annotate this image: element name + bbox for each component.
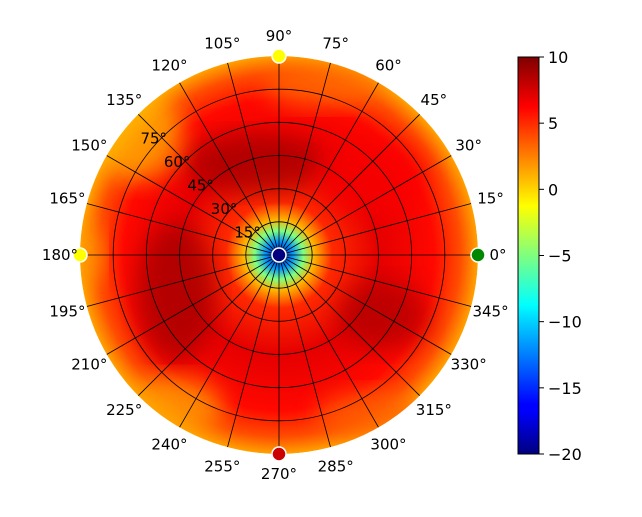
angular-tick-label: 315°	[416, 401, 452, 419]
data-marker	[271, 446, 287, 462]
angular-tick-label: 135°	[106, 91, 142, 109]
angular-tick-label: 90°	[266, 27, 293, 45]
angular-tick-label: 255°	[204, 458, 240, 476]
angular-grid-line	[278, 254, 379, 428]
angular-grid-line	[179, 254, 280, 428]
colorbar-tick-label: −20	[548, 445, 582, 464]
radial-tick-label: 15°	[234, 224, 261, 242]
angular-tick-label: 345°	[472, 303, 508, 321]
angular-grid-line	[278, 254, 452, 355]
angular-tick-label: 240°	[151, 436, 187, 454]
angular-tick-label: 195°	[49, 303, 85, 321]
colorbar-ticks: 10 5 0 −5 −10 −15 −20	[539, 48, 582, 464]
angular-tick-label: 180°	[42, 246, 78, 264]
angular-tick-label: 330°	[451, 356, 487, 374]
angular-grid-line	[278, 82, 379, 256]
data-marker	[271, 247, 287, 263]
angular-grid-line	[138, 114, 280, 256]
colorbar-tick-label: 0	[548, 180, 558, 199]
colorbar-tick-label: 10	[548, 48, 568, 67]
radial-tick-labels: 15° 30° 45° 60° 75°	[140, 130, 260, 242]
radial-tick-label: 30°	[211, 200, 238, 218]
angular-grid-line	[86, 254, 280, 307]
angular-tick-label: 210°	[71, 356, 107, 374]
angular-grid-line	[106, 254, 280, 355]
angular-grid-line	[227, 62, 280, 256]
angular-grid-line	[278, 114, 420, 256]
colorbar-gradient	[517, 56, 540, 455]
angular-tick-label: 45°	[421, 91, 448, 109]
angular-tick-label: 285°	[318, 458, 354, 476]
colorbar-tick-label: −10	[548, 313, 582, 332]
data-marker	[470, 247, 486, 263]
colorbar-tick-label: −15	[548, 379, 582, 398]
angular-grid-line	[138, 254, 280, 396]
angular-grid-line	[278, 254, 472, 307]
radial-tick-label: 45°	[187, 177, 214, 195]
angular-tick-label: 30°	[455, 137, 482, 155]
angular-grid-line	[86, 203, 280, 256]
colorbar-tick-label: −5	[548, 247, 572, 266]
angular-tick-label: 225°	[106, 401, 142, 419]
heatmap-patch	[135, 222, 216, 363]
colorbar: 10 5 0 −5 −10 −15 −20	[517, 48, 582, 464]
data-marker	[72, 247, 88, 263]
angular-grid-line	[227, 254, 280, 448]
angular-grid-line	[278, 62, 331, 256]
angular-tick-labels: 0° 15° 30° 45° 60° 75° 90° 105° 120° 135° 150° 165°…	[42, 27, 509, 483]
colorbar-tick-label: 5	[548, 114, 558, 133]
angular-grid-line	[278, 203, 472, 256]
angular-grid-line	[278, 155, 452, 256]
heatmap-patch	[315, 137, 426, 218]
angular-tick-label: 60°	[375, 56, 402, 74]
angular-grid-line	[179, 82, 280, 256]
polar-grid	[80, 56, 478, 454]
radial-tick-label: 75°	[140, 130, 167, 148]
angular-tick-label: 105°	[204, 34, 240, 52]
boundary-markers	[72, 48, 486, 462]
data-marker	[271, 48, 287, 64]
angular-tick-label: 0°	[489, 246, 506, 264]
angular-grid-line	[278, 254, 331, 448]
radial-tick-label: 60°	[164, 153, 191, 171]
angular-tick-label: 15°	[477, 189, 504, 207]
angular-tick-label: 150°	[71, 137, 107, 155]
angular-grid-line	[278, 254, 420, 396]
angular-tick-label: 300°	[370, 436, 406, 454]
angular-tick-label: 120°	[151, 56, 187, 74]
angular-tick-label: 165°	[49, 189, 85, 207]
angular-tick-label: 75°	[322, 34, 349, 52]
angular-tick-label: 270°	[261, 465, 297, 483]
angular-grid-line	[106, 155, 280, 256]
